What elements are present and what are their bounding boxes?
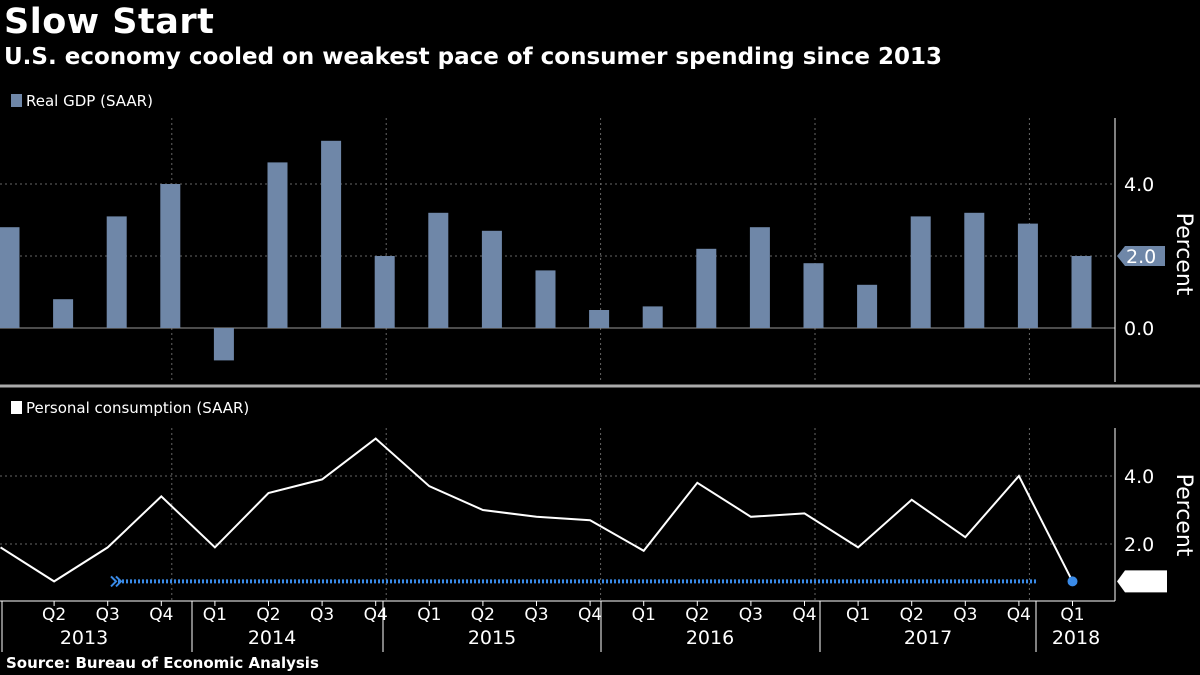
x-year-label: 2018 [1052,627,1100,649]
gdp-bar [749,227,770,328]
x-quarter-label: Q3 [96,605,120,625]
x-quarter-label: Q1 [203,605,227,625]
x-quarter-label: Q1 [632,605,656,625]
gdp-last-value-tag [1117,246,1165,266]
pce-series-line [0,437,1074,583]
gdp-bar [964,212,985,328]
gdp-ytick-label: 4.0 [1124,174,1154,196]
pce-ytick-label: 2.0 [1124,534,1154,556]
gdp-bar [106,216,127,328]
gdp-bar [803,263,824,328]
pce-last-point [1067,576,1078,587]
chart-subtitle: U.S. economy cooled on weakest pace of c… [4,44,942,70]
gdp-bar [321,140,342,328]
x-year-label: 2016 [686,627,734,649]
pce-ytick-label: 4.0 [1124,466,1154,488]
x-quarter-label: Q3 [524,605,548,625]
x-quarter-label: Q1 [846,605,870,625]
gdp-bar [910,216,931,328]
x-quarter-label: Q2 [471,605,495,625]
gdp-bar [696,248,717,328]
gdp-ytick-label: 0.0 [1124,318,1154,340]
x-quarter-label: Q4 [364,605,388,625]
x-quarter-label: Q2 [900,605,924,625]
gdp-bar [0,227,20,328]
gdp-bar [1017,223,1038,328]
x-year-label: 2017 [904,627,952,649]
pce-reference-arrow [110,575,123,588]
gdp-legend-swatch [11,94,22,107]
x-year-label: 2015 [468,627,516,649]
gdp-bar [642,306,663,328]
x-quarter-label: Q4 [149,605,173,625]
x-quarter-label: Q2 [256,605,280,625]
gdp-bar [589,310,610,328]
gdp-legend-label: Real GDP (SAAR) [26,92,153,110]
pce-legend-label: Personal consumption (SAAR) [26,399,249,417]
pce-ylabel: Percent [1171,474,1196,557]
x-quarter-label: Q2 [685,605,709,625]
gdp-bar [213,328,234,361]
x-quarter-label: Q4 [1007,605,1031,625]
gdp-bar [53,299,74,328]
x-year-label: 2013 [60,627,108,649]
x-quarter-label: Q3 [739,605,763,625]
gdp-bar [374,256,395,328]
gdp-bar [160,184,181,328]
chart-title: Slow Start [4,2,215,42]
x-quarter-label: Q4 [578,605,602,625]
gdp-bar [481,230,502,328]
gdp-bar [1071,256,1092,328]
x-quarter-label: Q2 [42,605,66,625]
x-quarter-label: Q1 [417,605,441,625]
gdp-bar [267,162,288,328]
gdp-last-value-label: 2.0 [1126,246,1156,268]
gdp-bar [535,270,556,328]
x-quarter-label: Q1 [1060,605,1084,625]
pce-legend-swatch [11,401,22,414]
x-year-label: 2014 [248,627,296,649]
gdp-bar [857,284,878,328]
x-quarter-label: Q4 [792,605,816,625]
x-quarter-label: Q3 [953,605,977,625]
gdp-ylabel: Percent [1171,213,1196,296]
gdp-bar [428,212,449,328]
source-note: Source: Bureau of Economic Analysis [6,654,319,672]
x-quarter-label: Q3 [310,605,334,625]
pce-last-value-label: 0.9 [1127,571,1157,593]
pce-last-value-tag [1117,570,1167,593]
